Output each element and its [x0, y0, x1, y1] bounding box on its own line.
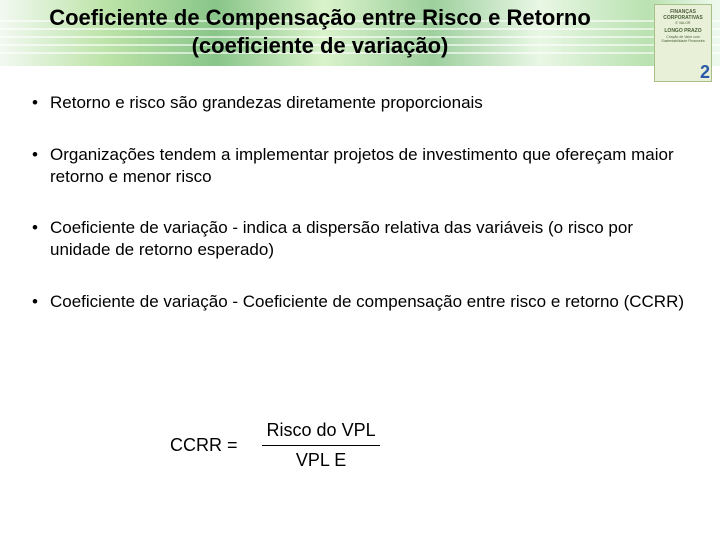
fraction-line [262, 445, 380, 446]
bullet-list: Retorno e risco são grandezas diretament… [28, 92, 692, 313]
content-area: Retorno e risco são grandezas diretament… [28, 92, 692, 343]
book-line2: E VALOR [658, 22, 708, 26]
formula-denominator: VPL E [261, 448, 382, 471]
book-line3: LONGO PRAZO [658, 29, 708, 35]
formula-fraction: Risco do VPL VPL E [261, 420, 382, 471]
slide-title: Coeficiente de Compensação entre Risco e… [20, 4, 620, 59]
bullet-item: Retorno e risco são grandezas diretament… [28, 92, 692, 114]
formula: CCRR = Risco do VPL VPL E [170, 420, 382, 471]
formula-label: CCRR = [170, 435, 238, 456]
book-line4: Criação de Valor com Sustentabilidade Fi… [658, 36, 708, 44]
bullet-item: Coeficiente de variação - indica a dispe… [28, 217, 692, 261]
bullet-item: Coeficiente de variação - Coeficiente de… [28, 291, 692, 313]
book-line1: FINANÇAS CORPORATIVAS [658, 10, 708, 21]
bullet-item: Organizações tendem a implementar projet… [28, 144, 692, 188]
formula-numerator: Risco do VPL [261, 420, 382, 443]
slide-number: 2 [700, 62, 710, 83]
